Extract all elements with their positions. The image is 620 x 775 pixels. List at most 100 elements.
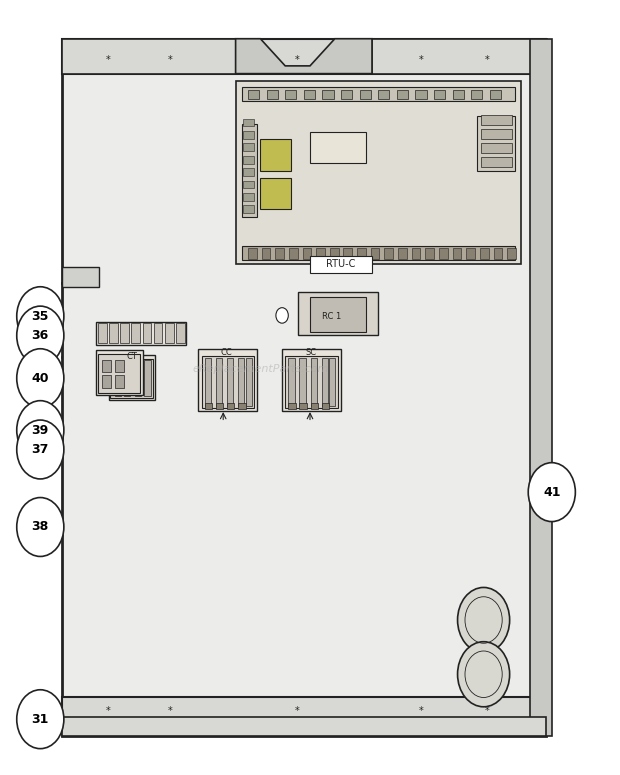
- Bar: [360, 90, 371, 99]
- Bar: [310, 132, 366, 163]
- Bar: [316, 248, 325, 259]
- Text: eReplacementParts.com: eReplacementParts.com: [192, 364, 329, 374]
- Text: *: *: [106, 56, 111, 65]
- Bar: [243, 143, 254, 151]
- Bar: [288, 403, 296, 409]
- Bar: [371, 248, 379, 259]
- Text: RTU-C: RTU-C: [326, 260, 356, 269]
- Bar: [378, 90, 389, 99]
- Text: *: *: [168, 56, 173, 65]
- Bar: [480, 115, 511, 125]
- Bar: [530, 39, 552, 736]
- Circle shape: [528, 463, 575, 522]
- Bar: [115, 360, 124, 372]
- Bar: [124, 360, 130, 396]
- Bar: [262, 248, 270, 259]
- Bar: [165, 323, 174, 343]
- Bar: [490, 90, 501, 99]
- Bar: [453, 248, 461, 259]
- Bar: [238, 403, 246, 409]
- Bar: [384, 248, 393, 259]
- Bar: [96, 322, 186, 345]
- Bar: [243, 193, 254, 201]
- Bar: [453, 90, 464, 99]
- Bar: [242, 87, 515, 101]
- Bar: [115, 375, 124, 388]
- Bar: [330, 248, 339, 259]
- Bar: [246, 358, 252, 406]
- Bar: [115, 360, 121, 396]
- Bar: [310, 297, 366, 332]
- Bar: [205, 358, 211, 406]
- Bar: [243, 119, 254, 126]
- Circle shape: [17, 287, 64, 346]
- Bar: [507, 248, 516, 259]
- Bar: [299, 403, 307, 409]
- Text: *: *: [484, 707, 489, 716]
- Bar: [62, 39, 546, 74]
- Bar: [311, 403, 318, 409]
- Bar: [357, 248, 366, 259]
- Bar: [412, 248, 420, 259]
- Bar: [98, 354, 140, 393]
- Bar: [322, 403, 329, 409]
- Bar: [282, 349, 341, 411]
- Bar: [329, 358, 335, 406]
- Bar: [144, 360, 151, 396]
- Bar: [415, 90, 427, 99]
- Text: 31: 31: [32, 713, 49, 725]
- Bar: [205, 403, 212, 409]
- Circle shape: [17, 306, 64, 365]
- Bar: [343, 248, 352, 259]
- Bar: [304, 90, 315, 99]
- Text: RC 1: RC 1: [322, 312, 342, 321]
- Bar: [62, 697, 546, 726]
- Bar: [242, 246, 515, 260]
- Bar: [109, 323, 118, 343]
- Bar: [243, 168, 254, 176]
- Text: 39: 39: [32, 424, 49, 436]
- Bar: [480, 248, 489, 259]
- Bar: [275, 248, 284, 259]
- Bar: [216, 403, 223, 409]
- Text: 38: 38: [32, 521, 49, 533]
- Bar: [227, 403, 234, 409]
- Bar: [62, 267, 99, 287]
- Bar: [135, 360, 141, 396]
- Bar: [243, 131, 254, 139]
- Bar: [285, 90, 296, 99]
- Bar: [480, 143, 511, 153]
- Bar: [176, 323, 185, 343]
- Bar: [238, 358, 244, 406]
- Bar: [242, 124, 257, 217]
- Bar: [425, 248, 434, 259]
- Bar: [298, 292, 378, 335]
- Bar: [372, 39, 546, 74]
- Text: 35: 35: [32, 310, 49, 322]
- Bar: [202, 356, 254, 408]
- Circle shape: [276, 308, 288, 323]
- Bar: [311, 358, 317, 406]
- Bar: [198, 349, 257, 411]
- Circle shape: [458, 587, 510, 653]
- Bar: [434, 90, 445, 99]
- Polygon shape: [236, 39, 372, 74]
- Bar: [480, 157, 511, 167]
- Bar: [439, 248, 448, 259]
- Bar: [243, 181, 254, 188]
- Bar: [303, 248, 311, 259]
- Bar: [288, 358, 294, 406]
- Bar: [480, 129, 511, 139]
- Bar: [98, 323, 107, 343]
- Text: SC: SC: [306, 348, 317, 357]
- Bar: [260, 140, 291, 170]
- Bar: [310, 256, 372, 273]
- Bar: [110, 359, 153, 398]
- Text: *: *: [295, 707, 300, 716]
- Circle shape: [17, 420, 64, 479]
- Text: *: *: [106, 707, 111, 716]
- Circle shape: [17, 498, 64, 556]
- Circle shape: [17, 349, 64, 408]
- Bar: [322, 358, 328, 406]
- Bar: [108, 355, 155, 400]
